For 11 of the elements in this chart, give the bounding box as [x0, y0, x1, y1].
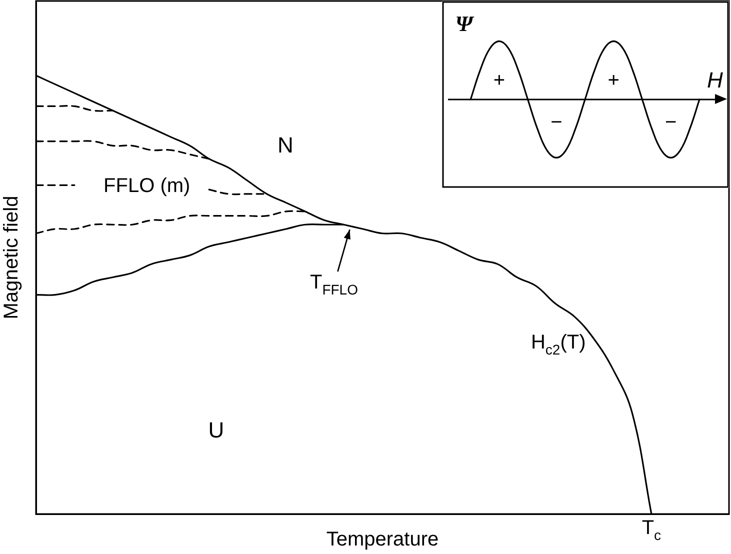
annotation: +	[608, 70, 620, 92]
annotation: −	[550, 112, 562, 134]
annotation: +	[493, 70, 506, 92]
annotation: N	[278, 132, 294, 158]
annotation: U	[208, 418, 224, 443]
x-axis-title: Temperature	[326, 528, 439, 551]
y-axis-title: Magnetic field	[0, 196, 23, 320]
annotation: FFLO (m)	[104, 175, 190, 198]
x-axis-title: H	[707, 67, 724, 92]
annotation: −	[664, 112, 677, 134]
y-axis-title: Ψ	[455, 11, 474, 36]
